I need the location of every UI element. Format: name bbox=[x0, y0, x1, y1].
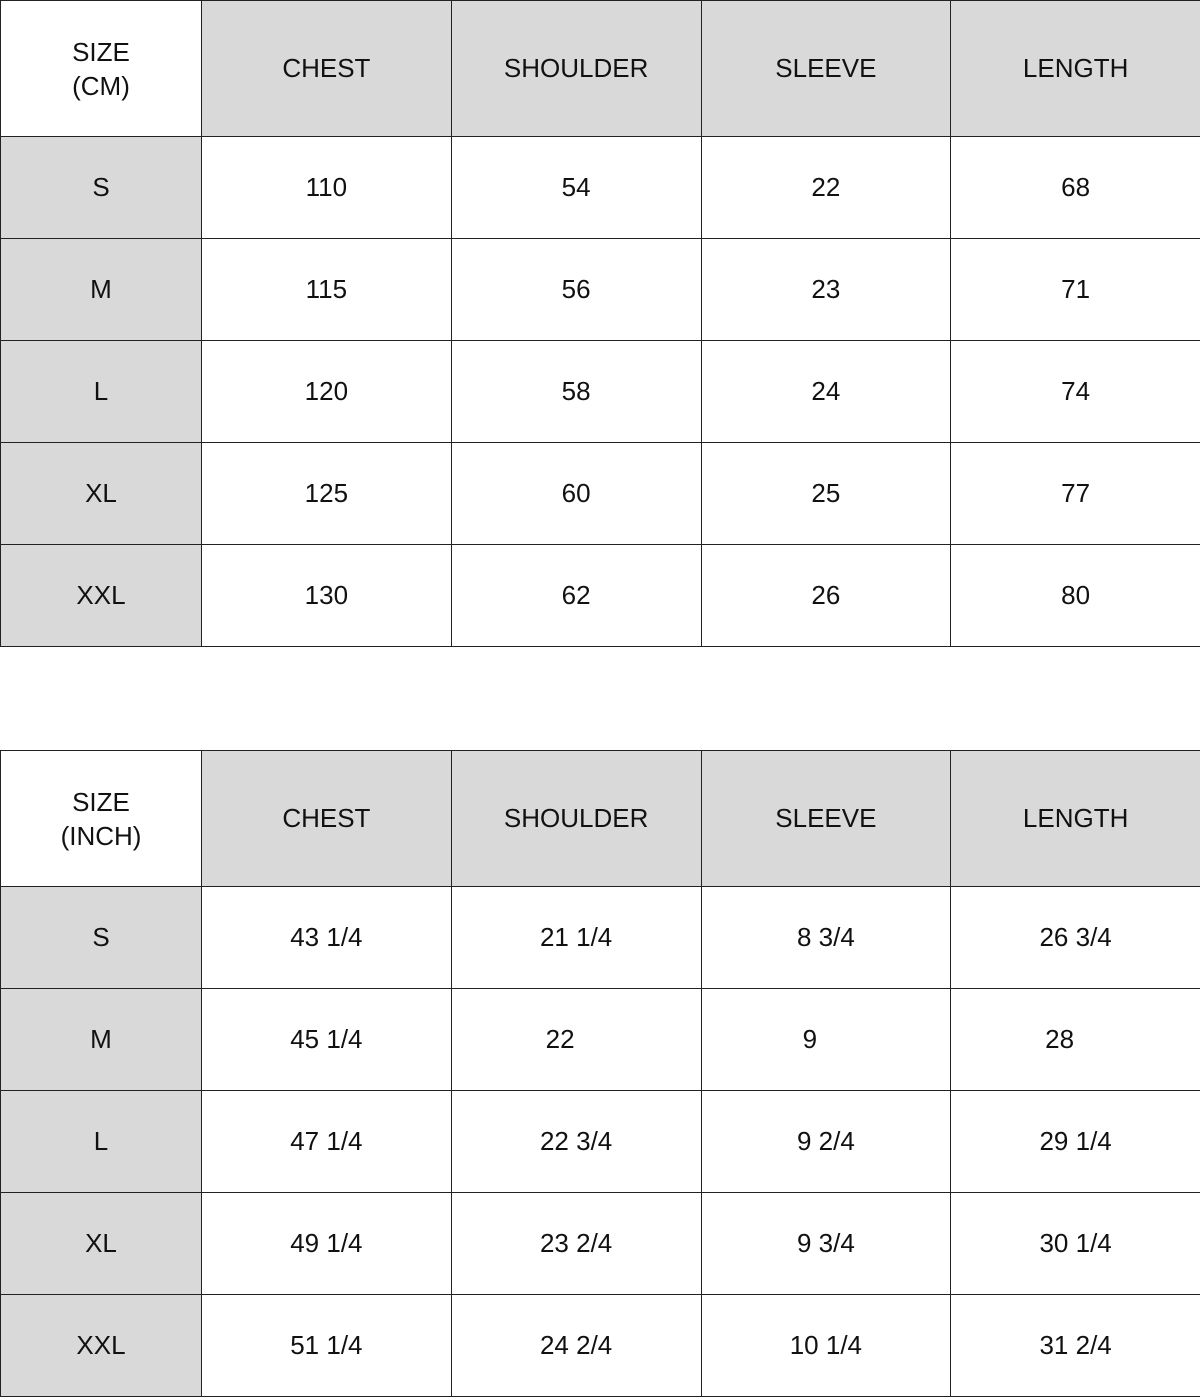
measurement-cell: 115 bbox=[201, 238, 452, 341]
size-cell: M bbox=[0, 238, 202, 341]
column-header: CHEST bbox=[201, 0, 452, 137]
table-row: L 120 58 24 74 bbox=[0, 340, 1200, 443]
measurement-cell: 25 bbox=[700, 442, 952, 545]
header-row: SIZE (CM) CHEST SHOULDER SLEEVE LENGTH bbox=[0, 0, 1200, 137]
measurement-cell: 120 bbox=[201, 340, 452, 443]
measurement-cell: 28 bbox=[950, 988, 1200, 1091]
measurement-cell: 21 1/4 bbox=[450, 886, 702, 989]
table-row: M 45 1/4 22 9 28 bbox=[0, 988, 1200, 1091]
size-cell: S bbox=[0, 886, 202, 989]
measurement-cell: 26 bbox=[700, 544, 952, 647]
column-header: LENGTH bbox=[950, 750, 1200, 887]
measurement-cell: 62 bbox=[450, 544, 702, 647]
measurement-cell: 22 bbox=[700, 136, 952, 239]
measurement-cell: 9 3/4 bbox=[700, 1192, 952, 1295]
size-cell: XXL bbox=[0, 1294, 202, 1397]
measurement-cell: 10 1/4 bbox=[700, 1294, 952, 1397]
table-row: M 115 56 23 71 bbox=[0, 238, 1200, 341]
header-row: SIZE (INCH) CHEST SHOULDER SLEEVE LENGTH bbox=[0, 750, 1200, 887]
measurement-cell: 45 1/4 bbox=[201, 988, 452, 1091]
table-row: L 47 1/4 22 3/4 9 2/4 29 1/4 bbox=[0, 1090, 1200, 1193]
size-cell: XL bbox=[0, 442, 202, 545]
size-label: SIZE bbox=[72, 786, 130, 817]
measurement-cell: 30 1/4 bbox=[950, 1192, 1200, 1295]
measurement-cell: 80 bbox=[950, 544, 1200, 647]
table-row: S 110 54 22 68 bbox=[0, 136, 1200, 239]
measurement-cell: 125 bbox=[201, 442, 452, 545]
column-header: SHOULDER bbox=[450, 0, 702, 137]
size-cell: S bbox=[0, 136, 202, 239]
table-row: XL 49 1/4 23 2/4 9 3/4 30 1/4 bbox=[0, 1192, 1200, 1295]
measurement-cell: 24 bbox=[700, 340, 952, 443]
measurement-cell: 74 bbox=[950, 340, 1200, 443]
table-row: XL 125 60 25 77 bbox=[0, 442, 1200, 545]
measurement-cell: 26 3/4 bbox=[950, 886, 1200, 989]
unit-label: (CM) bbox=[72, 70, 130, 101]
measurement-cell: 22 bbox=[450, 988, 702, 1091]
size-cell: XXL bbox=[0, 544, 202, 647]
measurement-cell: 9 bbox=[700, 988, 952, 1091]
measurement-cell: 110 bbox=[201, 136, 452, 239]
measurement-cell: 31 2/4 bbox=[950, 1294, 1200, 1397]
size-cell: L bbox=[0, 340, 202, 443]
unit-label: (INCH) bbox=[60, 820, 142, 851]
measurement-cell: 24 2/4 bbox=[450, 1294, 702, 1397]
measurement-cell: 22 3/4 bbox=[450, 1090, 702, 1193]
table-row: XXL 51 1/4 24 2/4 10 1/4 31 2/4 bbox=[0, 1294, 1200, 1397]
measurement-cell: 77 bbox=[950, 442, 1200, 545]
table-row: S 43 1/4 21 1/4 8 3/4 26 3/4 bbox=[0, 886, 1200, 989]
size-unit-header: SIZE (CM) bbox=[0, 0, 202, 137]
column-header: CHEST bbox=[201, 750, 452, 887]
measurement-cell: 54 bbox=[450, 136, 702, 239]
column-header: SHOULDER bbox=[450, 750, 702, 887]
size-cell: XL bbox=[0, 1192, 202, 1295]
size-unit-header: SIZE (INCH) bbox=[0, 750, 202, 887]
measurement-cell: 130 bbox=[201, 544, 452, 647]
measurement-cell: 8 3/4 bbox=[700, 886, 952, 989]
measurement-cell: 56 bbox=[450, 238, 702, 341]
measurement-cell: 9 2/4 bbox=[700, 1090, 952, 1193]
size-cell: L bbox=[0, 1090, 202, 1193]
measurement-cell: 23 bbox=[700, 238, 952, 341]
column-header: LENGTH bbox=[950, 0, 1200, 137]
measurement-cell: 58 bbox=[450, 340, 702, 443]
size-chart-inch: SIZE (INCH) CHEST SHOULDER SLEEVE LENGTH S 43 1… bbox=[0, 750, 1200, 1397]
column-header: SLEEVE bbox=[700, 0, 952, 137]
measurement-cell: 51 1/4 bbox=[201, 1294, 452, 1397]
measurement-cell: 29 1/4 bbox=[950, 1090, 1200, 1193]
column-header: SLEEVE bbox=[700, 750, 952, 887]
table-row: XXL 130 62 26 80 bbox=[0, 544, 1200, 647]
size-chart-cm: SIZE (CM) CHEST SHOULDER SLEEVE LENGTH S 110 54 2… bbox=[0, 0, 1200, 647]
measurement-cell: 49 1/4 bbox=[201, 1192, 452, 1295]
size-label: SIZE bbox=[72, 36, 130, 67]
measurement-cell: 43 1/4 bbox=[201, 886, 452, 989]
measurement-cell: 60 bbox=[450, 442, 702, 545]
measurement-cell: 71 bbox=[950, 238, 1200, 341]
measurement-cell: 47 1/4 bbox=[201, 1090, 452, 1193]
size-cell: M bbox=[0, 988, 202, 1091]
measurement-cell: 68 bbox=[950, 136, 1200, 239]
measurement-cell: 23 2/4 bbox=[450, 1192, 702, 1295]
